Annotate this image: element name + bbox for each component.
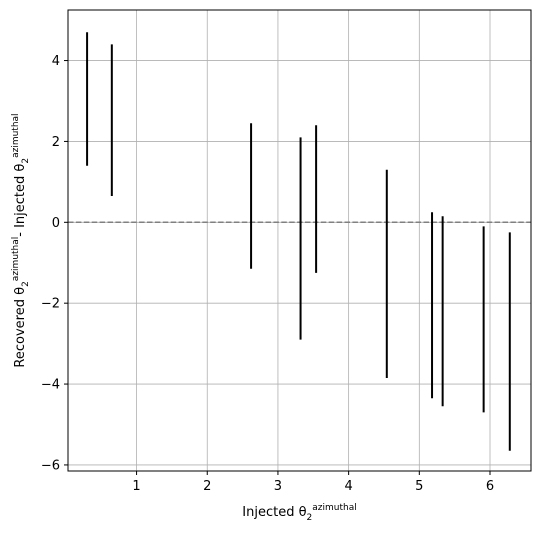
y-tick-label: 4 bbox=[52, 54, 60, 69]
x-tick-label: 3 bbox=[274, 479, 282, 494]
y-axis-label: Recovered θ2azimuthal- Injected θ2azimut… bbox=[11, 113, 31, 367]
y-axis-ticks: −6 −4 −2 0 2 4 bbox=[41, 54, 68, 473]
x-axis-label-sub: 2 bbox=[307, 513, 313, 523]
x-axis-label: Injected θ2azimuthal bbox=[242, 503, 356, 523]
y-tick-label: −2 bbox=[41, 297, 60, 312]
y-axis-label-part2-sub: 2 bbox=[21, 158, 31, 164]
x-axis-label-sup: azimuthal bbox=[312, 503, 356, 513]
plot-frame bbox=[67, 9, 532, 472]
x-tick-label: 6 bbox=[486, 479, 494, 494]
x-tick-label: 4 bbox=[344, 479, 352, 494]
y-axis-label-part1-sub: 2 bbox=[21, 281, 31, 287]
x-axis-label-main: Injected θ bbox=[242, 505, 306, 520]
x-tick-label: 1 bbox=[132, 479, 140, 494]
y-tick-label: −4 bbox=[41, 378, 60, 393]
y-axis-label-part1-main: Recovered θ bbox=[13, 287, 28, 368]
x-axis-ticks: 1 2 3 4 5 6 bbox=[132, 471, 494, 494]
error-bars bbox=[86, 32, 511, 451]
y-axis-label-part2-main: Injected θ bbox=[13, 164, 28, 228]
y-tick-label: −6 bbox=[41, 458, 60, 473]
y-axis-label-part2-sup: azimuthal bbox=[11, 113, 21, 157]
x-tick-label: 5 bbox=[415, 479, 423, 494]
x-tick-label: 2 bbox=[203, 479, 211, 494]
y-tick-label: 2 bbox=[52, 135, 60, 150]
y-axis-label-separator: - bbox=[13, 228, 28, 237]
y-axis-label-part1-sup: azimuthal bbox=[11, 237, 21, 281]
y-tick-label: 0 bbox=[52, 216, 60, 231]
grid bbox=[68, 10, 531, 471]
